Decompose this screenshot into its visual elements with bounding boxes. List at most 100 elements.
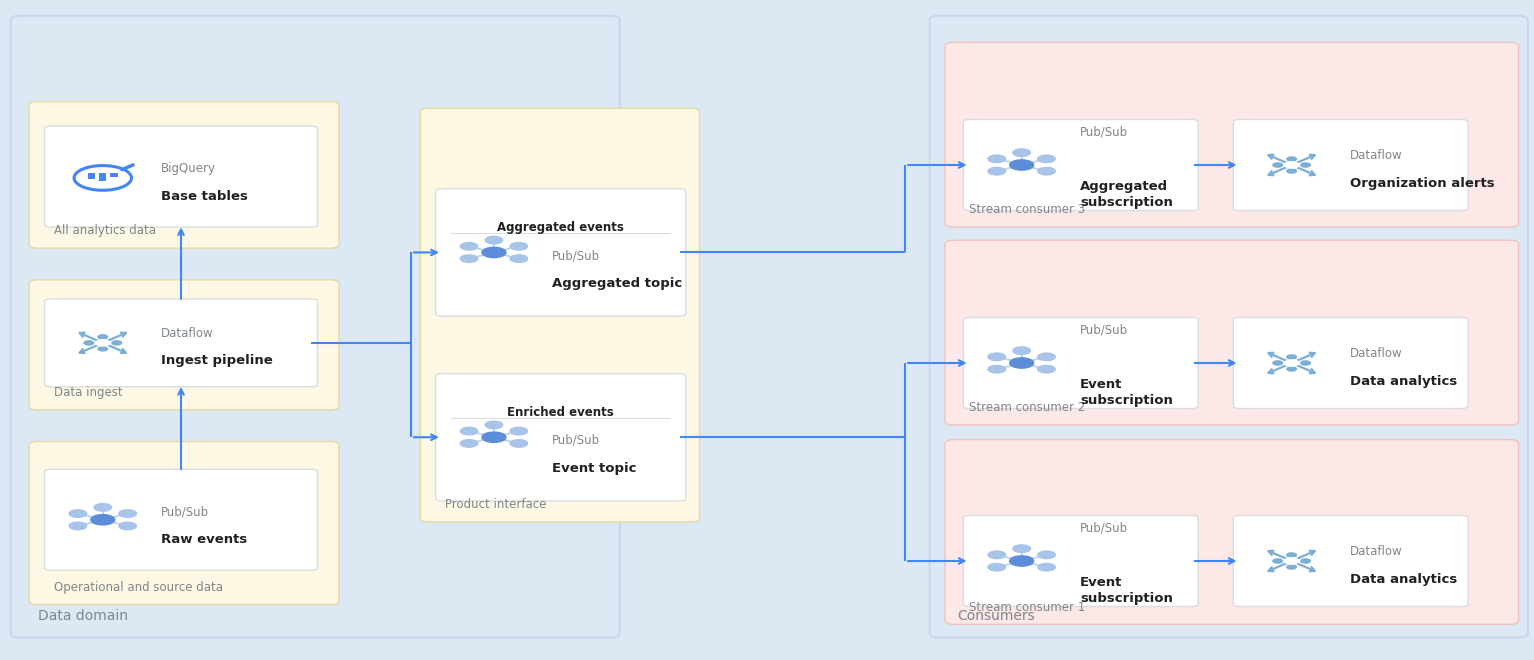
Text: Product interface: Product interface <box>445 498 546 512</box>
Circle shape <box>988 155 1006 162</box>
Circle shape <box>98 346 107 351</box>
Circle shape <box>1009 556 1034 566</box>
Circle shape <box>1037 551 1055 558</box>
FancyBboxPatch shape <box>930 16 1528 638</box>
Circle shape <box>1284 360 1299 366</box>
Circle shape <box>988 564 1006 571</box>
Text: Stream consumer 2: Stream consumer 2 <box>969 401 1086 414</box>
Circle shape <box>485 236 503 244</box>
Circle shape <box>509 242 528 250</box>
FancyBboxPatch shape <box>963 317 1198 409</box>
Circle shape <box>1037 564 1055 571</box>
FancyBboxPatch shape <box>29 102 339 248</box>
Circle shape <box>1301 163 1310 167</box>
Circle shape <box>1009 160 1034 170</box>
Circle shape <box>95 340 110 346</box>
Circle shape <box>460 242 479 250</box>
FancyBboxPatch shape <box>945 240 1519 425</box>
Circle shape <box>482 248 506 257</box>
Circle shape <box>482 432 506 442</box>
Text: Pub/Sub: Pub/Sub <box>552 434 600 447</box>
FancyBboxPatch shape <box>1233 119 1468 211</box>
Text: Ingest pipeline: Ingest pipeline <box>161 354 273 368</box>
Circle shape <box>1287 355 1296 359</box>
Text: Stream consumer 3: Stream consumer 3 <box>969 203 1086 216</box>
Circle shape <box>460 427 479 435</box>
Circle shape <box>988 353 1006 360</box>
Circle shape <box>69 522 87 530</box>
Circle shape <box>69 510 87 517</box>
Text: Enriched events: Enriched events <box>508 406 614 419</box>
Text: Organization alerts: Organization alerts <box>1350 177 1494 190</box>
Text: Event topic: Event topic <box>552 462 637 475</box>
Bar <box>87 173 95 179</box>
Text: Raw events: Raw events <box>161 533 247 546</box>
Text: Dataflow: Dataflow <box>1350 347 1402 360</box>
Text: Pub/Sub: Pub/Sub <box>1080 125 1127 138</box>
Circle shape <box>988 168 1006 175</box>
Text: Event
subscription: Event subscription <box>1080 576 1174 605</box>
FancyBboxPatch shape <box>963 515 1198 607</box>
Circle shape <box>1287 553 1296 557</box>
Text: Data domain: Data domain <box>38 609 129 622</box>
Text: Dataflow: Dataflow <box>1350 149 1402 162</box>
FancyBboxPatch shape <box>29 442 339 605</box>
Text: Base tables: Base tables <box>161 190 249 203</box>
Bar <box>110 173 118 178</box>
FancyBboxPatch shape <box>945 440 1519 624</box>
Circle shape <box>98 335 107 339</box>
Circle shape <box>460 255 479 263</box>
Text: Data analytics: Data analytics <box>1350 375 1457 388</box>
FancyBboxPatch shape <box>29 280 339 410</box>
Text: Stream consumer 1: Stream consumer 1 <box>969 601 1086 614</box>
Circle shape <box>1037 168 1055 175</box>
FancyBboxPatch shape <box>11 16 620 638</box>
FancyBboxPatch shape <box>44 299 318 387</box>
Circle shape <box>509 255 528 263</box>
Text: Dataflow: Dataflow <box>161 327 213 340</box>
FancyBboxPatch shape <box>963 119 1198 211</box>
Circle shape <box>1273 163 1282 167</box>
Text: BigQuery: BigQuery <box>161 162 216 175</box>
Circle shape <box>1012 149 1031 156</box>
Circle shape <box>91 515 115 525</box>
Circle shape <box>485 421 503 429</box>
FancyBboxPatch shape <box>1233 515 1468 607</box>
Text: Aggregated
subscription: Aggregated subscription <box>1080 180 1174 209</box>
Text: Aggregated topic: Aggregated topic <box>552 277 683 290</box>
FancyBboxPatch shape <box>420 108 700 522</box>
FancyBboxPatch shape <box>436 189 686 316</box>
Circle shape <box>509 440 528 447</box>
Circle shape <box>988 366 1006 373</box>
Circle shape <box>1012 545 1031 552</box>
Text: All analytics data: All analytics data <box>54 224 155 238</box>
Text: Data analytics: Data analytics <box>1350 573 1457 586</box>
Circle shape <box>1287 367 1296 371</box>
Circle shape <box>94 504 112 511</box>
Text: Operational and source data: Operational and source data <box>54 581 222 594</box>
Circle shape <box>1037 155 1055 162</box>
Circle shape <box>1301 361 1310 365</box>
Circle shape <box>509 427 528 435</box>
Circle shape <box>1301 559 1310 563</box>
Circle shape <box>1287 565 1296 569</box>
Circle shape <box>1273 361 1282 365</box>
FancyBboxPatch shape <box>1233 317 1468 409</box>
Circle shape <box>1284 162 1299 168</box>
Text: Consumers: Consumers <box>957 609 1035 622</box>
FancyBboxPatch shape <box>44 126 318 227</box>
Circle shape <box>1287 157 1296 161</box>
Text: Data ingest: Data ingest <box>54 386 123 399</box>
Circle shape <box>1037 366 1055 373</box>
Text: Pub/Sub: Pub/Sub <box>1080 323 1127 336</box>
Circle shape <box>988 551 1006 558</box>
Bar <box>100 173 106 182</box>
Text: Aggregated events: Aggregated events <box>497 221 624 234</box>
Circle shape <box>112 341 121 345</box>
Text: Dataflow: Dataflow <box>1350 545 1402 558</box>
Circle shape <box>1012 347 1031 354</box>
Circle shape <box>460 440 479 447</box>
Circle shape <box>84 341 94 345</box>
Circle shape <box>1037 353 1055 360</box>
Circle shape <box>1273 559 1282 563</box>
